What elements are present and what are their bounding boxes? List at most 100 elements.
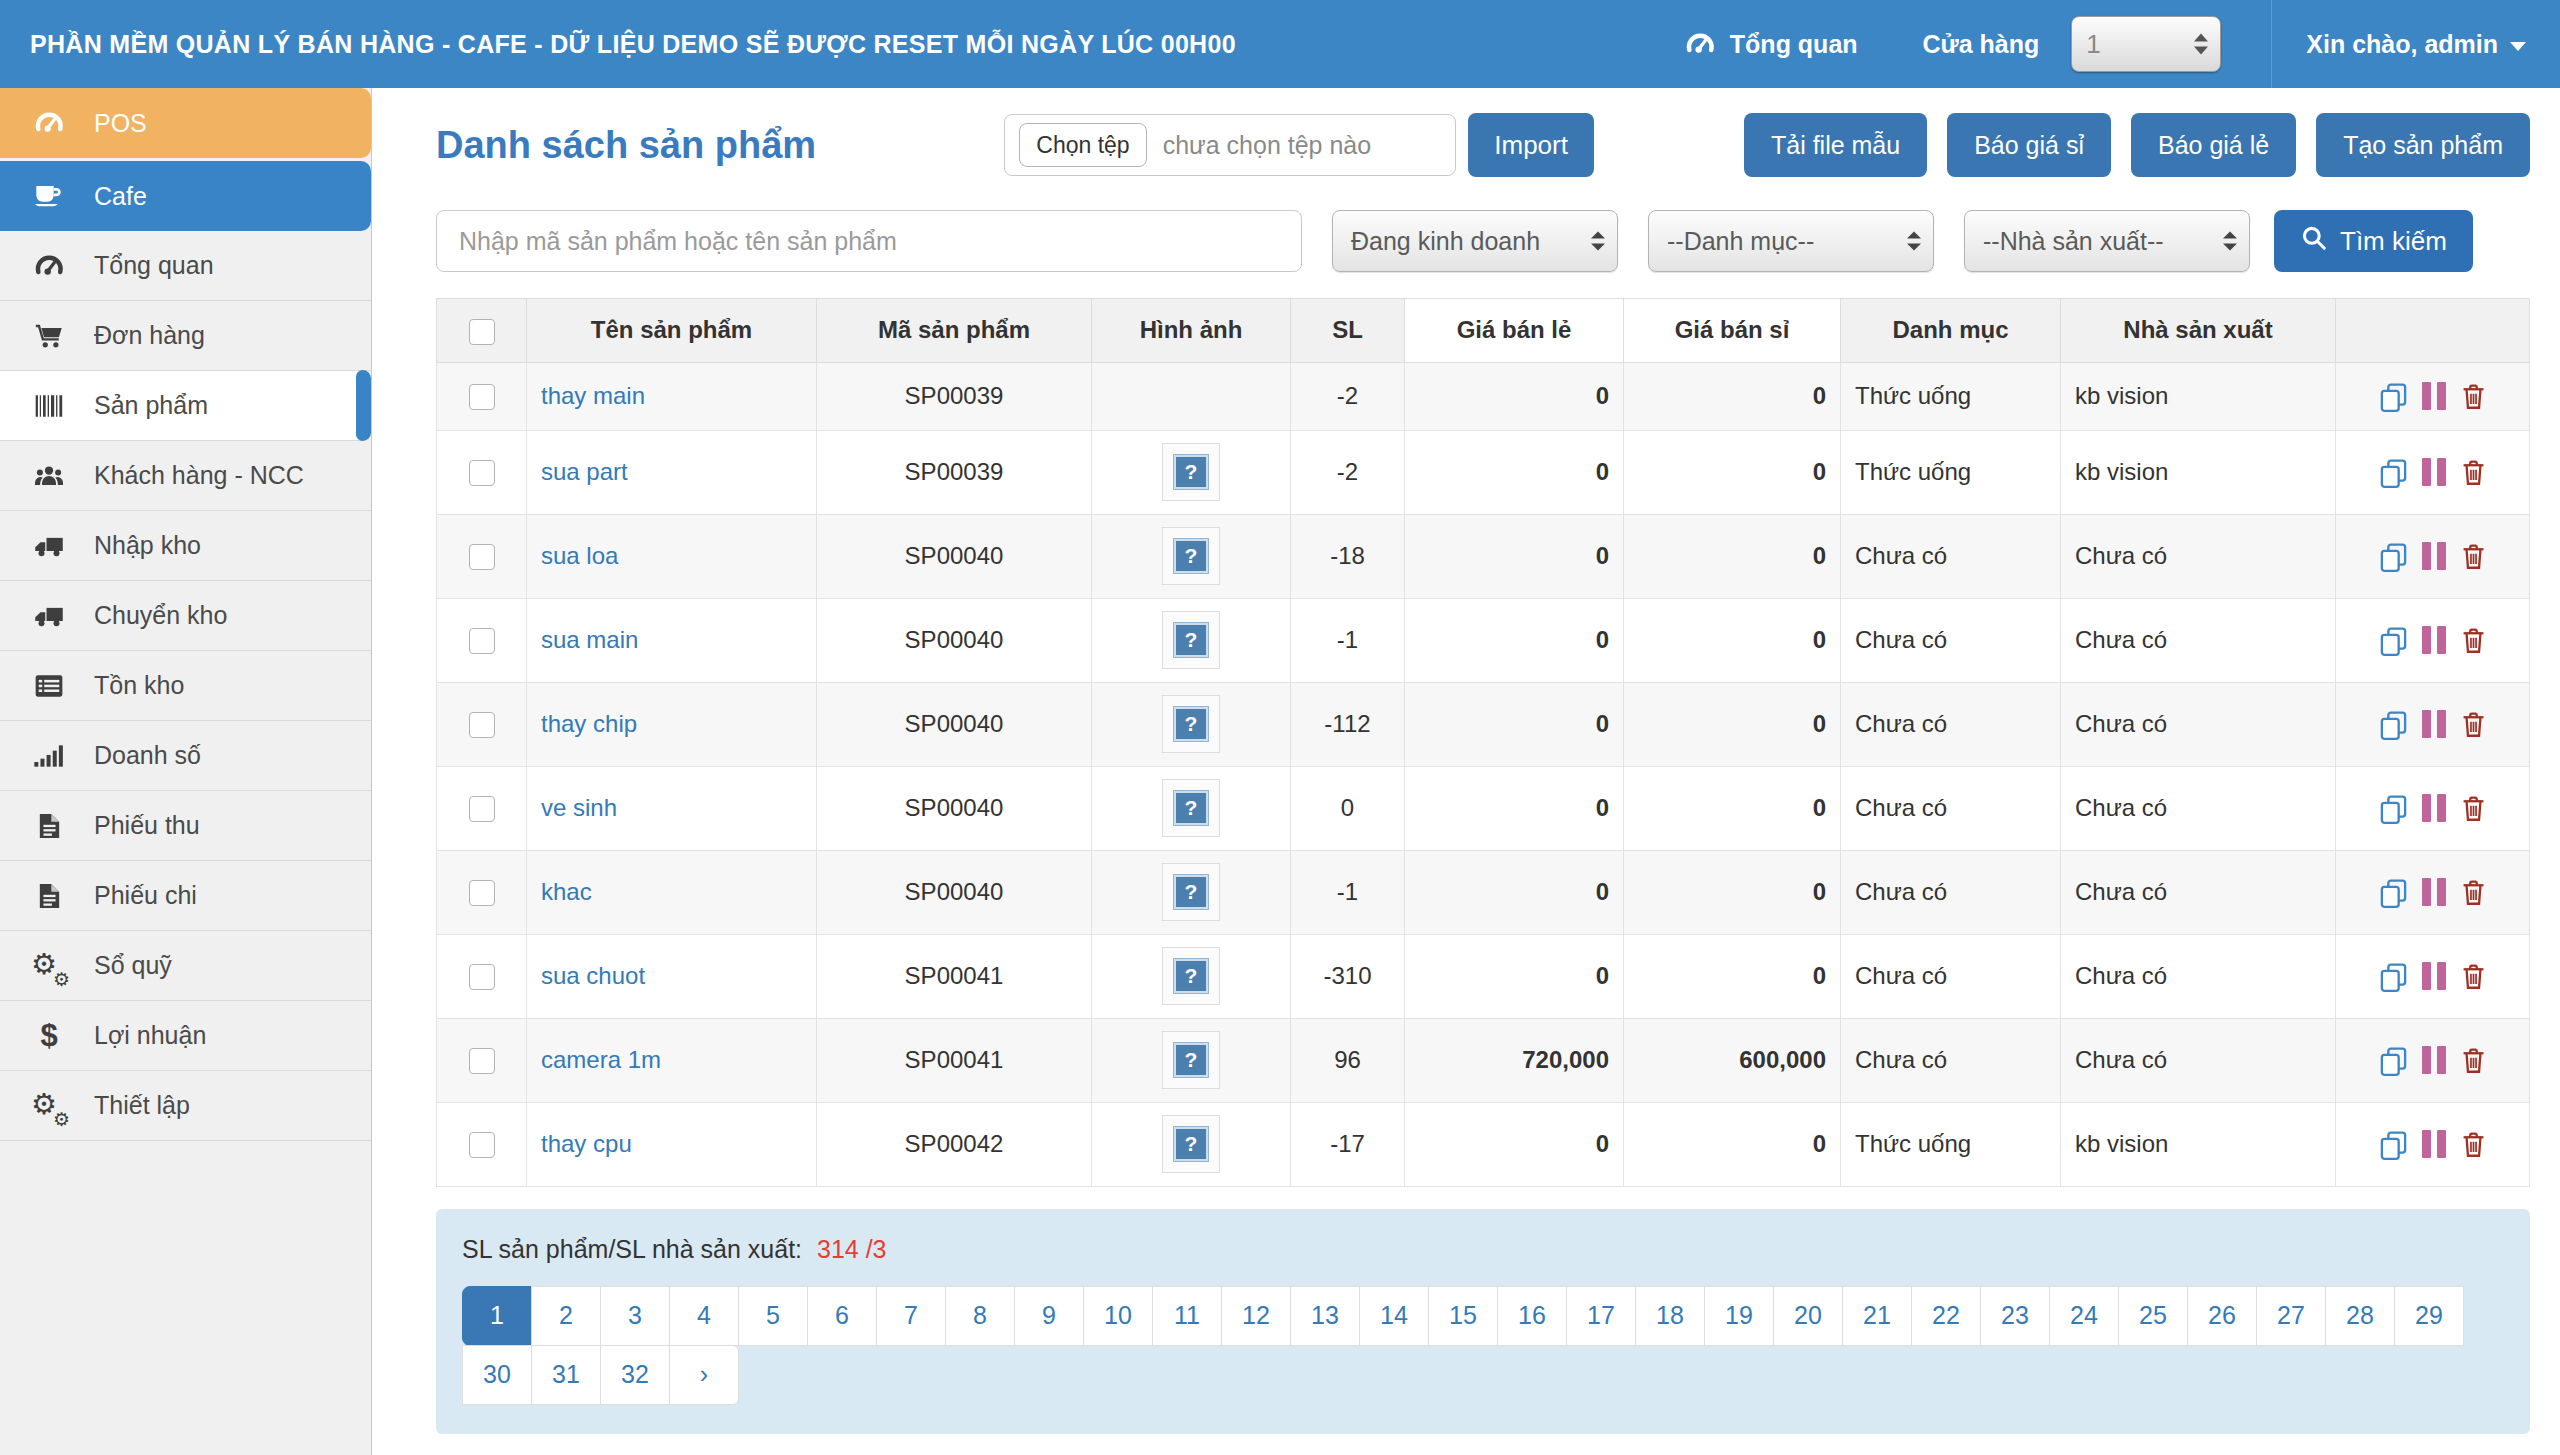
duplicate-icon[interactable] [2378, 457, 2409, 488]
pagination-page-30[interactable]: 30 [462, 1345, 532, 1405]
pagination-page-21[interactable]: 21 [1842, 1286, 1912, 1346]
product-name-link[interactable]: sua part [541, 458, 628, 485]
pause-icon[interactable] [2422, 710, 2446, 738]
pause-icon[interactable] [2422, 1046, 2446, 1074]
select-all-checkbox[interactable] [469, 319, 495, 345]
pause-icon[interactable] [2422, 382, 2446, 410]
pagination-page-24[interactable]: 24 [2049, 1286, 2119, 1346]
product-name-link[interactable]: thay cpu [541, 1130, 632, 1157]
pagination-page-9[interactable]: 9 [1014, 1286, 1084, 1346]
product-name-link[interactable]: thay main [541, 382, 645, 409]
pagination-page-3[interactable]: 3 [600, 1286, 670, 1346]
duplicate-icon[interactable] [2378, 541, 2409, 572]
duplicate-icon[interactable] [2378, 877, 2409, 908]
product-name-link[interactable]: khac [541, 878, 592, 905]
pagination-next[interactable]: › [669, 1345, 739, 1405]
sidebar-item-so-quy[interactable]: ⚙⚙Sổ quỹ [0, 931, 371, 1001]
pagination-page-12[interactable]: 12 [1221, 1286, 1291, 1346]
sidebar-item-doanh-so[interactable]: Doanh số [0, 721, 371, 791]
row-checkbox[interactable] [469, 1132, 495, 1158]
pause-icon[interactable] [2422, 878, 2446, 906]
duplicate-icon[interactable] [2378, 961, 2409, 992]
choose-file-button[interactable]: Chọn tệp [1019, 123, 1146, 167]
pagination-page-15[interactable]: 15 [1428, 1286, 1498, 1346]
row-checkbox[interactable] [469, 712, 495, 738]
pagination-page-6[interactable]: 6 [807, 1286, 877, 1346]
pause-icon[interactable] [2422, 626, 2446, 654]
sidebar-item-pos[interactable]: POS [0, 88, 371, 158]
pagination-page-2[interactable]: 2 [531, 1286, 601, 1346]
row-checkbox[interactable] [469, 880, 495, 906]
pagination-page-17[interactable]: 17 [1566, 1286, 1636, 1346]
product-name-link[interactable]: ve sinh [541, 794, 617, 821]
duplicate-icon[interactable] [2378, 793, 2409, 824]
delete-icon[interactable] [2459, 541, 2488, 572]
status-filter-select[interactable]: Đang kinh doanh [1332, 210, 1618, 272]
pagination-page-27[interactable]: 27 [2256, 1286, 2326, 1346]
delete-icon[interactable] [2459, 793, 2488, 824]
delete-icon[interactable] [2459, 625, 2488, 656]
duplicate-icon[interactable] [2378, 709, 2409, 740]
sidebar-item-phieu-thu[interactable]: Phiếu thu [0, 791, 371, 861]
download-template-button[interactable]: Tải file mẫu [1744, 113, 1927, 177]
category-filter-select[interactable]: --Danh mục-- [1648, 210, 1934, 272]
pagination-page-1[interactable]: 1 [462, 1286, 532, 1346]
sidebar-item-cafe[interactable]: Cafe [0, 161, 371, 231]
row-checkbox[interactable] [469, 460, 495, 486]
retail-quote-button[interactable]: Báo giá lẻ [2131, 113, 2296, 177]
duplicate-icon[interactable] [2378, 625, 2409, 656]
sidebar-item-ton-kho[interactable]: Tồn kho [0, 651, 371, 721]
pagination-page-26[interactable]: 26 [2187, 1286, 2257, 1346]
pagination-page-23[interactable]: 23 [1980, 1286, 2050, 1346]
pagination-page-16[interactable]: 16 [1497, 1286, 1567, 1346]
sidebar-item-don-hang[interactable]: Đơn hàng [0, 301, 371, 371]
sidebar-item-khach-hang-ncc[interactable]: Khách hàng - NCC [0, 441, 371, 511]
pagination-page-7[interactable]: 7 [876, 1286, 946, 1346]
pagination-page-11[interactable]: 11 [1152, 1286, 1222, 1346]
delete-icon[interactable] [2459, 381, 2488, 412]
pause-icon[interactable] [2422, 458, 2446, 486]
create-product-button[interactable]: Tạo sản phẩm [2316, 113, 2530, 177]
duplicate-icon[interactable] [2378, 1045, 2409, 1076]
store-select[interactable]: 1 [2071, 16, 2221, 72]
pagination-page-28[interactable]: 28 [2325, 1286, 2395, 1346]
delete-icon[interactable] [2459, 1129, 2488, 1160]
duplicate-icon[interactable] [2378, 381, 2409, 412]
pagination-page-32[interactable]: 32 [600, 1345, 670, 1405]
sidebar-item-thiet-lap[interactable]: ⚙⚙Thiết lập [0, 1071, 371, 1141]
pagination-page-29[interactable]: 29 [2394, 1286, 2464, 1346]
pagination-page-22[interactable]: 22 [1911, 1286, 1981, 1346]
pause-icon[interactable] [2422, 1130, 2446, 1158]
product-name-link[interactable]: sua loa [541, 542, 618, 569]
pause-icon[interactable] [2422, 542, 2446, 570]
wholesale-quote-button[interactable]: Báo giá sỉ [1947, 113, 2111, 177]
search-input[interactable] [436, 210, 1302, 272]
duplicate-icon[interactable] [2378, 1129, 2409, 1160]
sidebar-item-loi-nhuan[interactable]: $Lợi nhuận [0, 1001, 371, 1071]
user-menu[interactable]: Xin chào, admin [2272, 30, 2560, 59]
product-name-link[interactable]: sua main [541, 626, 638, 653]
pause-icon[interactable] [2422, 794, 2446, 822]
row-checkbox[interactable] [469, 1048, 495, 1074]
topbar-overview-link[interactable]: Tổng quan [1684, 28, 1858, 60]
pagination-page-18[interactable]: 18 [1635, 1286, 1705, 1346]
search-button[interactable]: Tìm kiếm [2274, 210, 2473, 272]
row-checkbox[interactable] [469, 964, 495, 990]
pagination-page-8[interactable]: 8 [945, 1286, 1015, 1346]
sidebar-item-tong-quan[interactable]: Tổng quan [0, 231, 371, 301]
sidebar-item-phieu-chi[interactable]: Phiếu chi [0, 861, 371, 931]
delete-icon[interactable] [2459, 457, 2488, 488]
product-name-link[interactable]: sua chuot [541, 962, 645, 989]
pagination-page-10[interactable]: 10 [1083, 1286, 1153, 1346]
sidebar-item-chuyen-kho[interactable]: Chuyển kho [0, 581, 371, 651]
pagination-page-20[interactable]: 20 [1773, 1286, 1843, 1346]
pagination-page-5[interactable]: 5 [738, 1286, 808, 1346]
row-checkbox[interactable] [469, 628, 495, 654]
pause-icon[interactable] [2422, 962, 2446, 990]
pagination-page-4[interactable]: 4 [669, 1286, 739, 1346]
pagination-page-31[interactable]: 31 [531, 1345, 601, 1405]
sidebar-item-nhap-kho[interactable]: Nhập kho [0, 511, 371, 581]
sidebar-item-san-pham[interactable]: Sản phẩm [0, 371, 371, 441]
import-button[interactable]: Import [1468, 113, 1594, 177]
product-name-link[interactable]: camera 1m [541, 1046, 661, 1073]
